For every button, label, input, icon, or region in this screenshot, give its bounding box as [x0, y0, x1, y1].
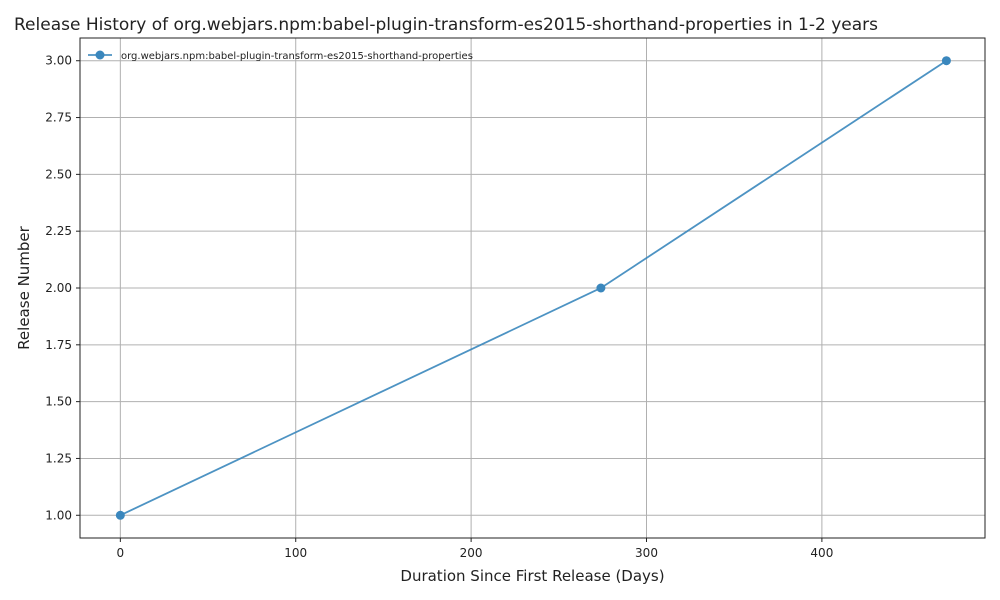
x-axis: 0 100 200 300 400	[117, 538, 833, 560]
y-axis: 1.00 1.25 1.50 1.75 2.00 2.25 2.50 2.75 3.00	[45, 54, 80, 522]
y-tick-label: 2.00	[45, 281, 72, 295]
y-tick-label: 2.75	[45, 111, 72, 125]
y-axis-label: Release Number	[15, 225, 33, 349]
x-tick-label: 400	[810, 546, 833, 560]
data-point	[115, 510, 125, 520]
x-tick-label: 0	[117, 546, 125, 560]
y-tick-label: 1.50	[45, 395, 72, 409]
y-tick-label: 3.00	[45, 54, 72, 68]
series-layer	[115, 56, 951, 520]
y-tick-label: 2.50	[45, 167, 72, 181]
x-tick-label: 300	[635, 546, 658, 560]
x-axis-label: Duration Since First Release (Days)	[400, 567, 664, 585]
x-tick-label: 100	[284, 546, 307, 560]
y-tick-label: 2.25	[45, 224, 72, 238]
y-tick-label: 1.75	[45, 338, 72, 352]
legend-entry: org.webjars.npm:babel-plugin-transform-e…	[121, 51, 473, 62]
x-tick-label: 200	[460, 546, 483, 560]
data-point	[596, 283, 606, 293]
data-point	[941, 56, 951, 66]
legend: org.webjars.npm:babel-plugin-transform-e…	[88, 50, 473, 62]
legend-point-marker	[95, 50, 105, 60]
y-tick-label: 1.25	[45, 451, 72, 465]
y-tick-label: 1.00	[45, 508, 72, 522]
grid	[80, 38, 985, 538]
chart-title: Release History of org.webjars.npm:babel…	[14, 15, 878, 35]
